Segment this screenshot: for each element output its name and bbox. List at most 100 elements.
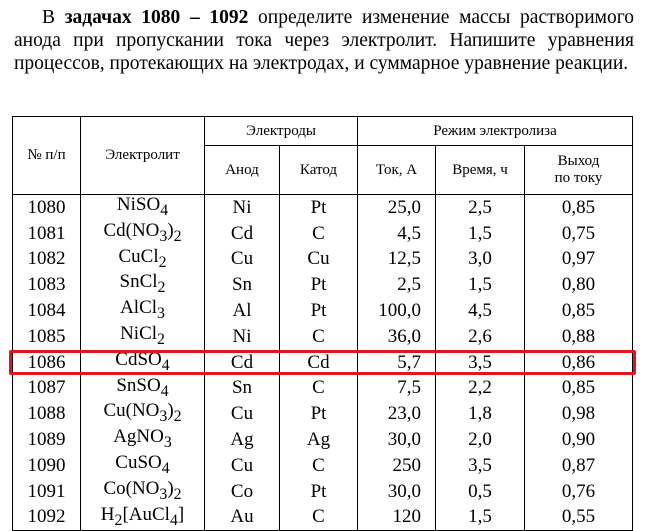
row-cathode: Pt — [279, 401, 358, 428]
row-electrolyte: Cd(NO3)2 — [80, 220, 205, 247]
row-electrolyte: CuSO4 — [80, 453, 205, 479]
row-electrolyte: CuCl2 — [80, 246, 205, 273]
row-cathode: Cu — [279, 246, 358, 273]
table-row: 1086 CdSO4 Cd Cd 5,7 3,5 0,86 — [12, 349, 633, 376]
row-electrolyte: NiCl2 — [80, 324, 205, 350]
row-electrolyte: Co(NO3)2 — [80, 478, 205, 505]
row-current: 25,0 — [357, 194, 436, 221]
header-electrodes: Электроды — [204, 116, 358, 146]
row-anode: Cu — [204, 246, 280, 273]
header-yield: Выход по току — [524, 145, 633, 195]
row-yield: 0,80 — [524, 272, 633, 299]
table-row: 1082 CuCl2 Cu Cu 12,5 3,0 0,97 — [12, 246, 633, 273]
row-electrolyte: H2[AuCl4] — [80, 504, 205, 531]
row-yield: 0,85 — [524, 298, 633, 324]
row-cathode: Pt — [279, 272, 358, 299]
row-cathode: Ag — [279, 427, 358, 453]
intro-prefix: В — [42, 7, 65, 28]
header-electrolysis-mode: Режим электролиза — [357, 116, 633, 146]
row-time: 2,6 — [435, 323, 525, 350]
row-yield: 0,97 — [524, 246, 633, 273]
row-current: 12,5 — [357, 246, 436, 273]
row-electrolyte: NiSO4 — [80, 194, 205, 221]
row-anode: Cu — [204, 401, 280, 428]
row-electrolyte: AgNO3 — [80, 427, 205, 453]
row-electrolyte: AlCl3 — [80, 298, 205, 324]
task-intro-paragraph: В задачах 1080 – 1092 определите изменен… — [14, 6, 634, 75]
row-cathode: Pt — [279, 478, 358, 505]
row-yield: 0,76 — [524, 478, 633, 505]
row-anode: Cu — [204, 452, 280, 479]
row-current: 7,5 — [357, 375, 436, 402]
table-row: 1083 SnCl2 Sn Pt 2,5 1,5 0,80 — [12, 272, 633, 299]
row-cathode: Pt — [279, 194, 358, 221]
row-electrolyte: CdSO4 — [80, 349, 205, 376]
row-yield: 0,85 — [524, 194, 633, 221]
row-electrolyte: SnCl2 — [80, 272, 205, 299]
table-row: 1085 NiCl2 Ni C 36,0 2,6 0,88 — [12, 323, 633, 350]
row-cathode: C — [279, 375, 358, 402]
row-anode: Co — [204, 478, 280, 505]
row-time: 2,0 — [435, 427, 525, 453]
row-yield: 0,88 — [524, 323, 633, 350]
row-yield: 0,75 — [524, 220, 633, 247]
row-anode: Ag — [204, 427, 280, 453]
row-number: 1080 — [12, 194, 81, 221]
row-current: 4,5 — [357, 220, 436, 247]
row-number: 1091 — [12, 478, 81, 505]
row-time: 2,2 — [435, 375, 525, 402]
row-anode: Ni — [204, 323, 280, 350]
row-current: 5,7 — [357, 349, 436, 376]
table-row: 1091 Co(NO3)2 Co Pt 30,0 0,5 0,76 — [12, 478, 633, 505]
row-current: 100,0 — [357, 298, 436, 324]
row-number: 1085 — [12, 323, 81, 350]
table-row: 1084 AlCl3 Al Pt 100,0 4,5 0,85 — [12, 298, 633, 324]
table-row: 1087 SnSO4 Sn C 7,5 2,2 0,85 — [12, 375, 633, 402]
row-time: 0,5 — [435, 478, 525, 505]
row-number: 1083 — [12, 272, 81, 299]
row-number: 1089 — [12, 427, 81, 453]
row-yield: 0,86 — [524, 349, 633, 376]
row-current: 250 — [357, 452, 436, 479]
row-current: 120 — [357, 504, 436, 531]
row-number: 1088 — [12, 401, 81, 428]
row-current: 30,0 — [357, 427, 436, 453]
row-current: 2,5 — [357, 272, 436, 299]
header-electrolyte: Электролит — [80, 116, 205, 195]
table-row: 1080 NiSO4 Ni Pt 25,0 2,5 0,85 — [12, 194, 633, 221]
row-current: 30,0 — [357, 478, 436, 505]
row-anode: Sn — [204, 375, 280, 402]
row-yield: 0,98 — [524, 401, 633, 428]
table-body: 1080 NiSO4 Ni Pt 25,0 2,5 0,85 1081 Cd(NO3)2 Cd C 4… — [12, 194, 633, 531]
electrolysis-table: № п/п Электролит Электроды Режим электро… — [12, 116, 633, 531]
row-yield: 0,90 — [524, 427, 633, 453]
row-anode: Al — [204, 298, 280, 324]
row-number: 1081 — [12, 220, 81, 247]
header-yield-line1: Выход — [557, 153, 600, 169]
row-time: 1,8 — [435, 401, 525, 428]
row-time: 3,5 — [435, 452, 525, 479]
row-anode: Au — [204, 504, 280, 531]
row-cathode: C — [279, 323, 358, 350]
row-current: 23,0 — [357, 401, 436, 428]
table-row: 1092 H2[AuCl4] Au C 120 1,5 0,55 — [12, 504, 633, 531]
row-number: 1092 — [12, 504, 81, 531]
row-number: 1082 — [12, 246, 81, 273]
table-row: 1090 CuSO4 Cu C 250 3,5 0,87 — [12, 452, 633, 479]
table-row: 1088 Cu(NO3)2 Cu Pt 23,0 1,8 0,98 — [12, 401, 633, 428]
row-cathode: C — [279, 220, 358, 247]
row-cathode: Cd — [279, 349, 358, 376]
row-cathode: Pt — [279, 298, 358, 324]
row-yield: 0,85 — [524, 375, 633, 402]
row-time: 4,5 — [435, 298, 525, 324]
row-number: 1084 — [12, 298, 81, 324]
row-number: 1090 — [12, 452, 81, 479]
header-yield-line2: по току — [554, 170, 603, 186]
row-anode: Cd — [204, 349, 280, 376]
row-time: 1,5 — [435, 272, 525, 299]
row-current: 36,0 — [357, 323, 436, 350]
row-number: 1087 — [12, 375, 81, 402]
row-anode: Cd — [204, 220, 280, 247]
row-number: 1086 — [12, 349, 81, 376]
row-time: 2,5 — [435, 194, 525, 221]
